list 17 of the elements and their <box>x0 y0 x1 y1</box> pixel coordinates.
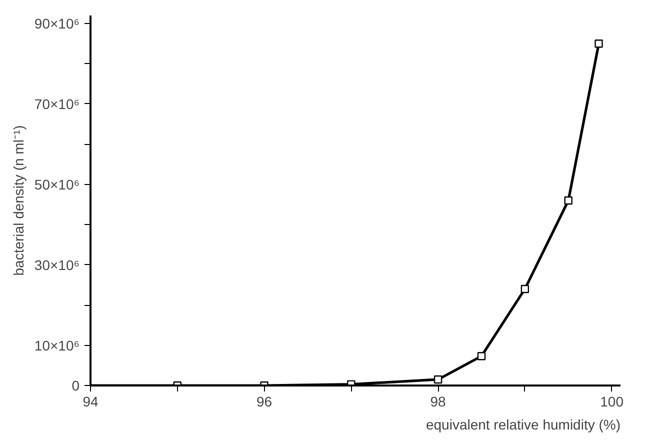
y-axis-title: bacterial density (n ml⁻¹) <box>10 125 26 276</box>
x-tick-label: 94 <box>82 394 98 410</box>
y-tick-label: 70×10⁶ <box>34 96 80 112</box>
point <box>594 40 603 48</box>
point <box>520 284 530 294</box>
y-tick-label: 50×10⁶ <box>34 176 80 192</box>
point <box>434 375 442 384</box>
y-tick-label: 30×10⁶ <box>34 256 80 273</box>
x-tick-label: 96 <box>256 394 272 410</box>
point <box>477 352 486 360</box>
point <box>564 196 572 205</box>
x-tick-label: 98 <box>430 394 446 410</box>
y-tick-label: 10×10⁶ <box>34 337 80 354</box>
y-tick-label: 0 <box>72 378 80 394</box>
x-tick-label: 100 <box>600 394 624 410</box>
x-axis-title: equivalent relative humidity (%) <box>426 416 620 432</box>
y-tick-label: 90×10⁶ <box>34 16 80 32</box>
